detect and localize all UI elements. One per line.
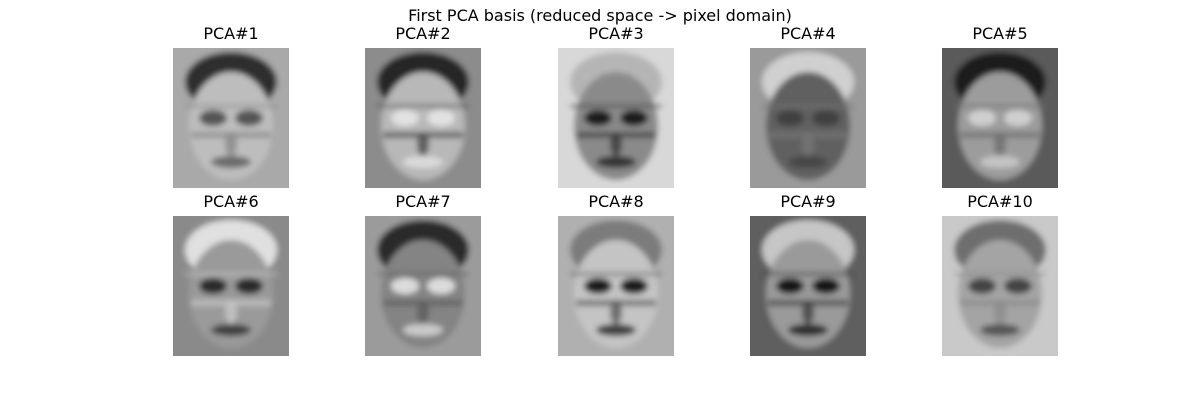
pca-panel-title: PCA#2 — [395, 24, 451, 43]
eigenface-image — [942, 216, 1058, 356]
eigenface-image — [750, 48, 866, 188]
pca-panel-title: PCA#5 — [972, 24, 1028, 43]
eigenface-image — [558, 48, 674, 188]
pca-panel-title: PCA#8 — [588, 192, 644, 211]
pca-panel-title: PCA#3 — [588, 24, 644, 43]
eigenface-image — [365, 48, 481, 188]
eigenface-image — [942, 48, 1058, 188]
eigenface-image — [750, 216, 866, 356]
figure-suptitle: First PCA basis (reduced space -> pixel … — [408, 6, 792, 25]
eigenface-image — [173, 48, 289, 188]
pca-panel-title: PCA#10 — [967, 192, 1033, 211]
pca-panel-title: PCA#1 — [203, 24, 259, 43]
eigenface-image — [558, 216, 674, 356]
pca-panel-title: PCA#6 — [203, 192, 259, 211]
eigenface-image — [173, 216, 289, 356]
pca-panel-title: PCA#9 — [780, 192, 836, 211]
eigenface-image — [365, 216, 481, 356]
pca-panel-title: PCA#7 — [395, 192, 451, 211]
pca-panel-title: PCA#4 — [780, 24, 836, 43]
